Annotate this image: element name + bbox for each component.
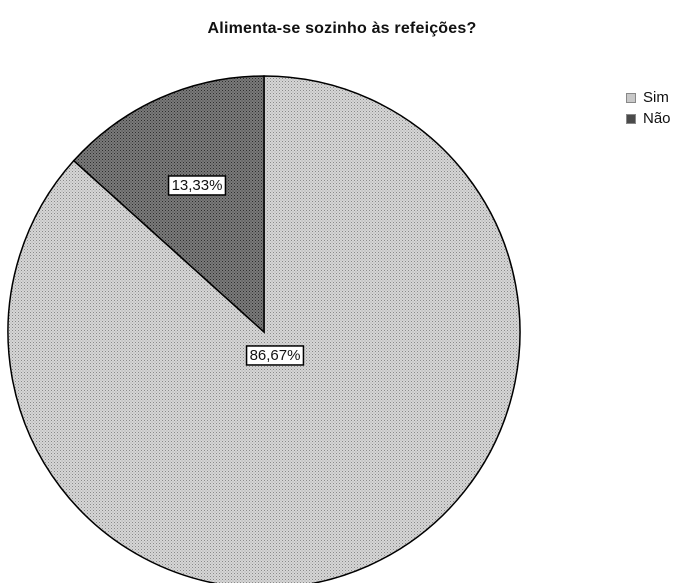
pie-slice-nao: [72, 75, 265, 334]
pie-slice-sim: [7, 75, 521, 583]
legend-item-nao: Não: [626, 108, 671, 129]
svg-text:13,33%: 13,33%: [172, 177, 223, 194]
chart-title: Alimenta-se sozinho às refeições?: [207, 20, 477, 37]
data-label-nao: 13,33%: [167, 175, 227, 196]
data-label-sim: 86,67%: [245, 345, 305, 366]
legend: Sim Não: [626, 87, 671, 129]
legend-label-sim: Sim: [643, 89, 669, 106]
svg-text:86,67%: 86,67%: [250, 347, 301, 364]
legend-label-nao: Não: [643, 110, 671, 127]
legend-swatch-sim: [626, 92, 636, 103]
legend-item-sim: Sim: [626, 87, 671, 108]
legend-swatch-nao: [626, 113, 636, 124]
